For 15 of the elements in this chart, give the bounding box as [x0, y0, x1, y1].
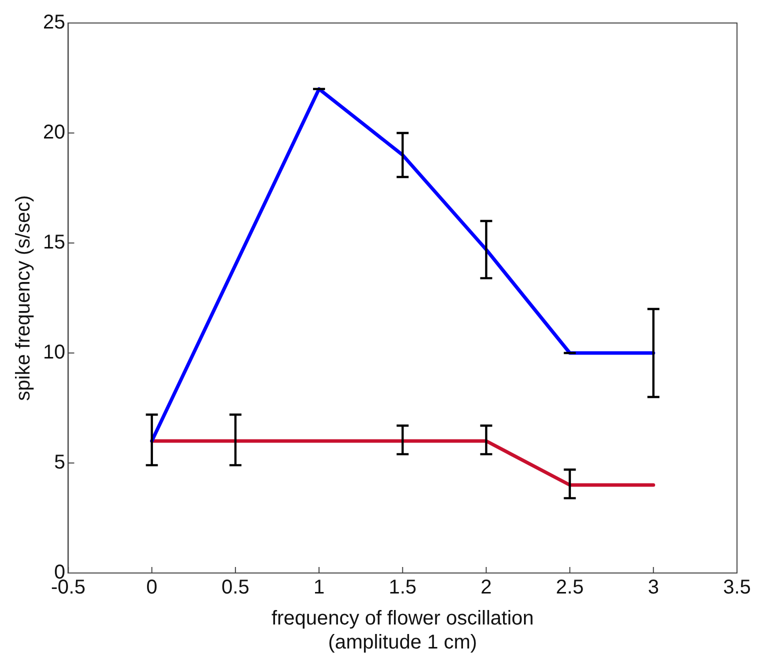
- y-tick-label: 15: [42, 232, 66, 254]
- y-tick-label: 5: [54, 452, 66, 474]
- y-tick-label: 25: [42, 12, 66, 34]
- y-tick-label: 10: [42, 342, 66, 364]
- y-tick-label: 20: [42, 122, 66, 144]
- x-tick-label: 0: [146, 576, 158, 599]
- x-tick-label: 2: [480, 576, 492, 599]
- x-tick-label: 3.5: [723, 576, 751, 599]
- x-tick-label: 1.5: [388, 576, 417, 599]
- x-tick-label: 0.5: [222, 576, 250, 599]
- x-tick-label: 1: [313, 576, 325, 599]
- y-axis-title: spike frequency (s/sec): [12, 195, 35, 401]
- x-tick-label: 2.5: [556, 576, 584, 599]
- x-tick-label: 3: [648, 576, 659, 599]
- x-axis-title: frequency of flower oscillation (amplitude 1 cm): [271, 608, 534, 654]
